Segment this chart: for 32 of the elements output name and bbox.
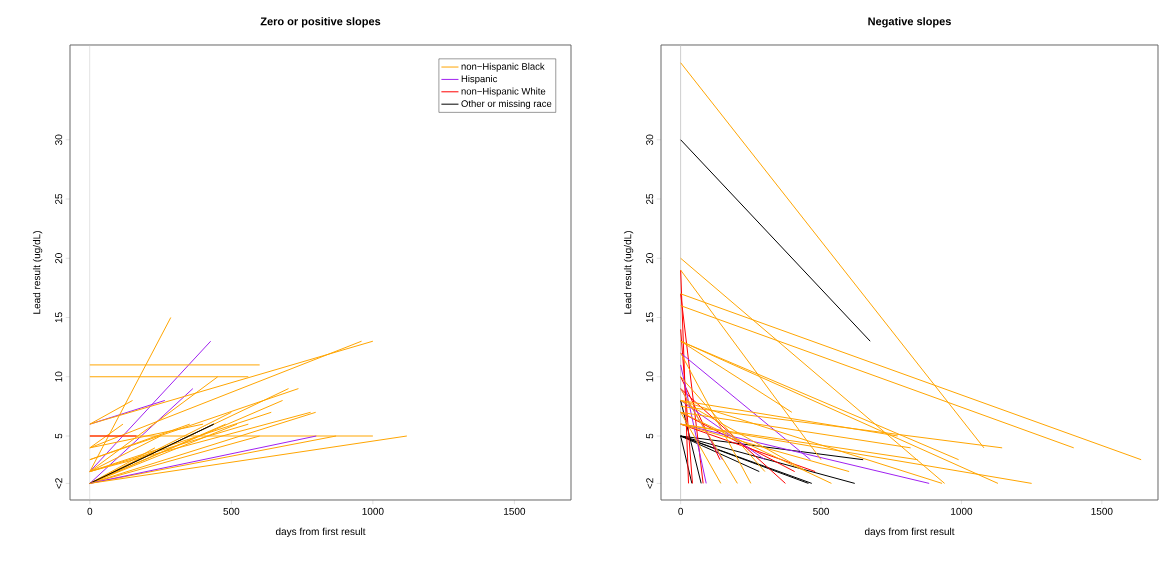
x-tick-label: 1000: [362, 507, 384, 515]
legend-label: Other or missing race: [461, 99, 552, 109]
y-tick-label: 5: [55, 433, 63, 439]
legend-label: Hispanic: [461, 75, 498, 85]
legend-label: non−Hispanic Black: [461, 62, 545, 72]
x-tick-label: 0: [87, 507, 93, 515]
y-tick-label: 15: [646, 312, 654, 323]
x-tick-label: 1500: [504, 507, 526, 515]
y-axis-title: Lead result (ug/dL): [32, 231, 43, 314]
y-tick-label: 20: [646, 253, 654, 264]
chart-title: Negative slopes: [868, 17, 951, 28]
y-tick-label: <2: [646, 478, 654, 489]
y-tick-label: 30: [55, 134, 63, 145]
y-tick-label: 20: [55, 253, 63, 264]
y-tick-label: 25: [55, 193, 63, 205]
chart-title: Zero or positive slopes: [260, 17, 381, 28]
x-axis-title: days from first result: [864, 527, 955, 538]
x-axis-title: days from first result: [275, 527, 366, 538]
y-tick-label: 30: [646, 134, 654, 145]
y-tick-label: 10: [646, 371, 654, 382]
y-tick-label: 5: [646, 433, 654, 439]
y-tick-label: 15: [55, 312, 63, 323]
y-tick-label: <2: [55, 478, 63, 489]
y-axis-title: Lead result (ug/dL): [623, 231, 634, 314]
x-tick-label: 1500: [1091, 507, 1113, 515]
x-tick-label: 500: [223, 507, 240, 515]
y-tick-label: 25: [646, 193, 654, 205]
y-tick-label: 10: [55, 371, 63, 382]
legend-label: non−Hispanic White: [461, 87, 546, 97]
x-tick-label: 0: [678, 507, 684, 515]
x-tick-label: 1000: [951, 507, 973, 515]
x-tick-label: 500: [813, 507, 830, 515]
